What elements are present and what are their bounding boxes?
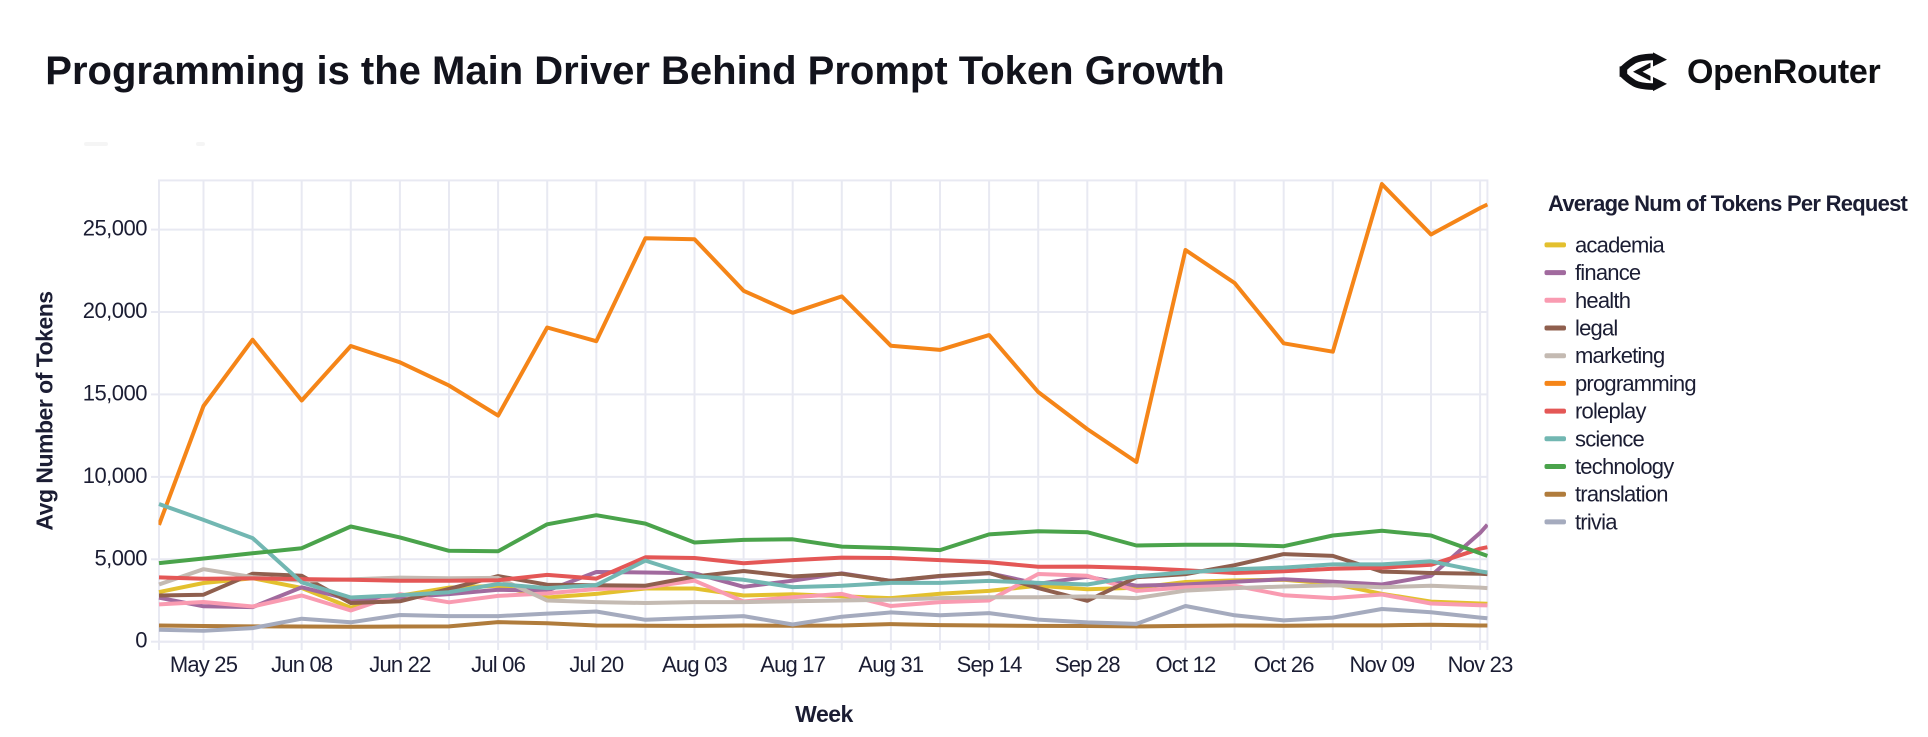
svg-text:legal: legal (1575, 316, 1617, 341)
svg-text:translation: translation (1575, 482, 1668, 507)
svg-text:15,000: 15,000 (83, 380, 148, 405)
svg-text:Programming is the Main Driver: Programming is the Main Driver Behind Pr… (45, 49, 1224, 93)
svg-text:25,000: 25,000 (83, 216, 148, 241)
svg-text:technology: technology (1575, 454, 1674, 479)
svg-text:Week: Week (795, 701, 853, 727)
svg-text:20,000: 20,000 (83, 298, 148, 323)
svg-text:Sep 14: Sep 14 (957, 652, 1022, 677)
svg-text:academia: academia (1575, 232, 1666, 257)
svg-text:Sep 28: Sep 28 (1055, 652, 1120, 677)
svg-text:Aug 31: Aug 31 (858, 652, 923, 677)
svg-text:OpenRouter: OpenRouter (1687, 53, 1881, 91)
svg-text:Oct 12: Oct 12 (1155, 652, 1216, 677)
svg-text:Avg Number of Tokens: Avg Number of Tokens (32, 291, 58, 530)
svg-text:science: science (1575, 426, 1645, 451)
svg-text:Oct 26: Oct 26 (1254, 652, 1315, 677)
svg-text:Aug 03: Aug 03 (662, 652, 727, 677)
svg-text:marketing: marketing (1575, 343, 1664, 368)
svg-text:Nov 23: Nov 23 (1448, 652, 1513, 677)
svg-text:May 25: May 25 (170, 652, 238, 677)
svg-text:Aug 17: Aug 17 (760, 652, 825, 677)
svg-text:trivia: trivia (1575, 509, 1618, 534)
svg-text:10,000: 10,000 (83, 463, 148, 488)
svg-text:Jul 06: Jul 06 (471, 652, 525, 677)
svg-text:health: health (1575, 288, 1630, 313)
svg-text:0: 0 (135, 628, 147, 653)
svg-text:Nov 09: Nov 09 (1349, 652, 1414, 677)
svg-text:programming: programming (1575, 371, 1696, 396)
svg-text:5,000: 5,000 (94, 545, 147, 570)
svg-text:Jul 20: Jul 20 (569, 652, 623, 677)
svg-text:roleplay: roleplay (1575, 399, 1646, 424)
svg-text:Jun 22: Jun 22 (369, 652, 431, 677)
svg-text:finance: finance (1575, 260, 1641, 285)
svg-text:Average Num of Tokens Per Requ: Average Num of Tokens Per Request (1548, 191, 1909, 216)
svg-text:Jun 08: Jun 08 (271, 652, 333, 677)
